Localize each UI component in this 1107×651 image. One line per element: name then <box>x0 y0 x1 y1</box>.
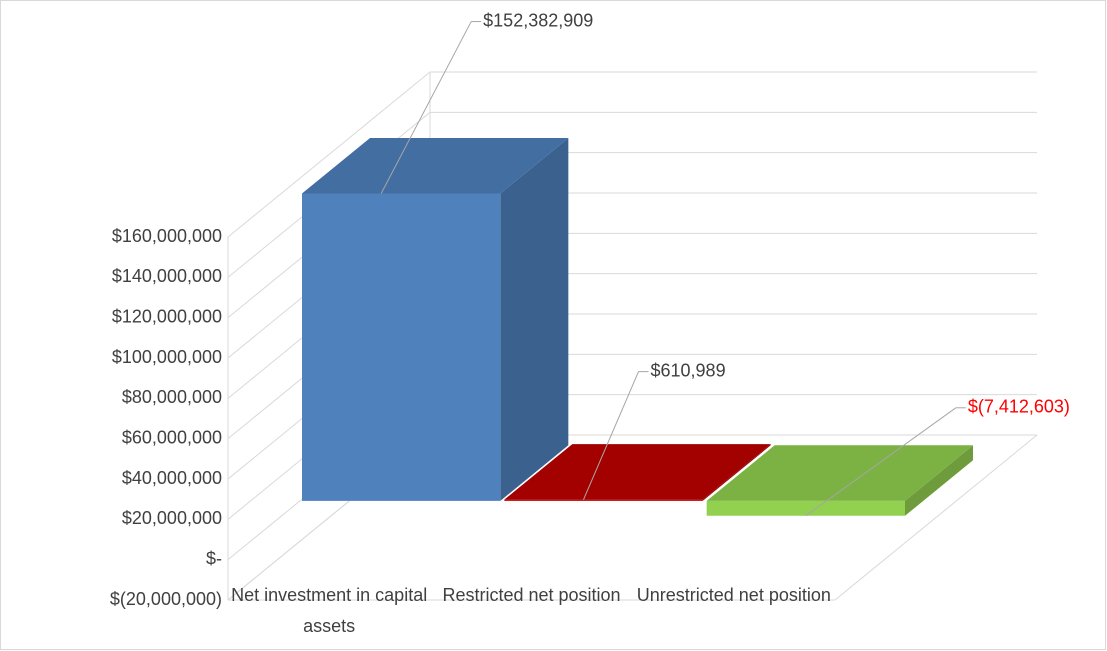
y-tick-label: $160,000,000 <box>112 226 222 246</box>
y-tick-label: $120,000,000 <box>112 306 222 326</box>
y-tick-label: $60,000,000 <box>122 427 222 447</box>
bar-side <box>905 445 973 516</box>
y-tick-label: $140,000,000 <box>112 266 222 286</box>
data-label: $152,382,909 <box>483 10 593 30</box>
y-tick-label: $(20,000,000) <box>110 589 222 609</box>
bar <box>504 499 703 501</box>
leader-line <box>583 371 639 500</box>
y-tick-label: $100,000,000 <box>112 347 222 367</box>
bar-side <box>702 444 771 501</box>
bar <box>706 500 905 516</box>
x-tick-label: Restricted net position <box>442 585 621 605</box>
y-tick-label: $80,000,000 <box>122 387 222 407</box>
data-label: $(7,412,603) <box>968 397 1070 417</box>
y-tick-label: $- <box>206 548 222 568</box>
bar-top <box>706 445 973 501</box>
leader-line <box>805 407 957 517</box>
x-tick-label: Unrestricted net position <box>636 585 831 605</box>
y-tick-label: $40,000,000 <box>122 468 222 488</box>
bar-side <box>500 138 569 501</box>
data-label: $610,989 <box>651 360 726 380</box>
x-tick-label: Net investment in capital assets <box>231 585 428 636</box>
floor-right <box>834 434 1038 601</box>
y-tick-label: $20,000,000 <box>122 508 222 528</box>
bar-top <box>302 138 569 194</box>
grid-line-side <box>227 71 431 238</box>
bar <box>302 193 501 501</box>
bar-top <box>504 444 771 500</box>
leader-line <box>380 21 472 194</box>
